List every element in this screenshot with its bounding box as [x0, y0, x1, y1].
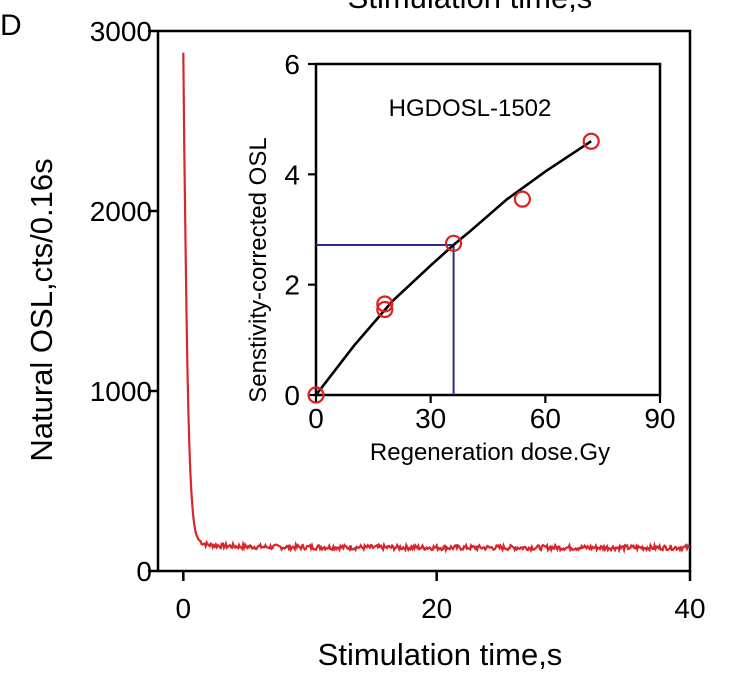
main-y-tick-label: 2000 [90, 196, 152, 227]
inset-data-point [513, 190, 532, 208]
inset-data-point [376, 295, 394, 313]
inset-plot-frame [314, 62, 662, 397]
main-x-tick-label: 0 [176, 593, 192, 624]
inset-y-tick-label: 2 [284, 270, 300, 301]
main-x-tick-label: 20 [421, 593, 452, 624]
main-x-axis-label: Stimulation time,s [318, 637, 563, 672]
inset-data-point [307, 386, 325, 404]
inset-x-tick-label: 0 [308, 403, 324, 434]
panel-label: D [0, 9, 22, 42]
inset-y-tick-label: 0 [284, 380, 300, 411]
main-y-tick-label: 1000 [90, 376, 152, 407]
inset-sample-label: HGDOSL-1502 [389, 95, 552, 122]
inset-y-tick-label: 6 [284, 49, 300, 80]
main-decay-curve [182, 52, 691, 555]
inset-y-tick-label: 4 [284, 159, 300, 190]
cropped-top-title: Stimulation time,s [348, 0, 593, 15]
main-plot-frame [156, 29, 692, 573]
main-x-tick-label: 40 [674, 593, 705, 624]
inset-x-tick-label: 90 [644, 403, 675, 434]
inset-ticks: 0 30 60 90 0 2 4 6 [284, 49, 675, 434]
inset-data-point [582, 132, 600, 150]
inset-y-axis-label: Senstivity-corrected OSL [245, 137, 272, 402]
main-y-tick-label: 0 [136, 556, 152, 587]
main-y-axis-label: Natural OSL,cts/0.16s [24, 158, 59, 461]
inset-x-tick-label: 60 [530, 403, 561, 434]
main-y-tick-label: 3000 [90, 16, 152, 47]
inset-equivalent-dose-guides [316, 243, 455, 395]
inset-x-axis-label: Regeneration dose.Gy [370, 439, 610, 466]
inset-fit-curve [314, 140, 592, 396]
inset-x-tick-label: 30 [415, 403, 446, 434]
inset-data-points [307, 132, 600, 404]
inset-data-point [445, 234, 463, 252]
inset-data-point [376, 300, 394, 319]
